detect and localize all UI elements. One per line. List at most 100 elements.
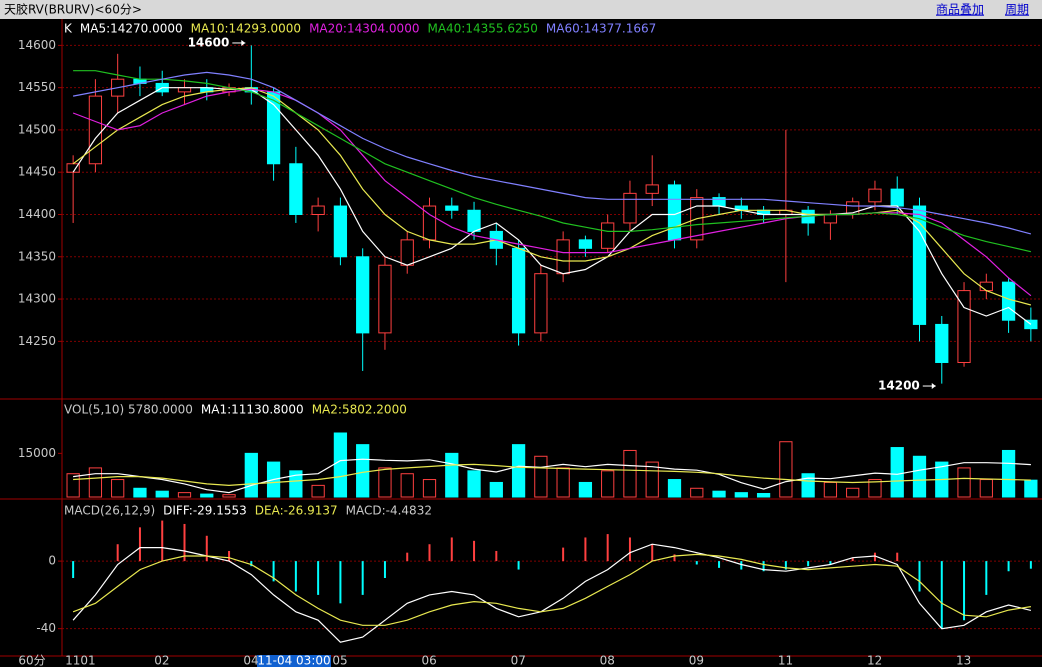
volume-bar: [667, 479, 682, 498]
candle-body: [890, 188, 904, 207]
candle-body: [623, 192, 637, 224]
extreme-label: 14200: [878, 379, 920, 393]
x-tick-label: 1101: [65, 654, 96, 667]
overlay-link[interactable]: 商品叠加: [936, 2, 984, 17]
volume-bar: [823, 481, 838, 498]
volume-bar: [601, 470, 615, 498]
volume-bar: [734, 492, 748, 498]
candle-body: [311, 205, 325, 215]
legend-entry: MACD:-4.4832: [346, 504, 432, 518]
x-tick-label: 04: [243, 654, 258, 667]
volume-bar: [1024, 479, 1038, 498]
volume-bar: [445, 452, 459, 498]
period-label: 60分: [18, 654, 45, 667]
volume-bar: [289, 470, 303, 498]
volume-bar: [756, 493, 771, 498]
volume-bar: [422, 479, 437, 498]
x-tick-label: 08: [600, 654, 615, 667]
legend-entry: VOL(5,10) 5780.0000: [64, 403, 193, 417]
volume-bar: [400, 473, 414, 498]
y-tick-label: 14500: [18, 122, 56, 136]
candle-body: [578, 239, 593, 249]
volume-bar: [467, 470, 481, 498]
candle-body: [534, 273, 548, 334]
period-link[interactable]: 周期: [1005, 3, 1029, 17]
volume-bar: [690, 487, 704, 498]
volume-bar: [356, 444, 370, 498]
extreme-label: 14600: [188, 35, 230, 49]
volume-bar: [333, 432, 348, 498]
legend-entry: MA10:14293.0000: [191, 22, 301, 36]
volume-bar: [133, 487, 147, 498]
y-tick-label: 14350: [18, 249, 56, 263]
volume-bar: [534, 455, 548, 498]
volume-bar: [200, 493, 214, 498]
x-tick-label: 05: [332, 654, 347, 667]
legend-entry: MA2:5802.2000: [312, 403, 407, 417]
volume-bar: [890, 447, 904, 498]
y-tick-label: 14400: [18, 207, 56, 221]
title: 天胶RV(BRURV)<60分>: [4, 2, 142, 17]
volume-bar: [511, 444, 526, 498]
candle-body: [88, 95, 103, 165]
volume-bar: [1001, 449, 1016, 498]
line-series: [72, 553, 1031, 626]
legend-entry: MA40:14355.6250: [427, 22, 537, 36]
legend-entry: K: [64, 22, 73, 36]
volume-bar: [912, 455, 927, 498]
y-tick-label: 14450: [18, 165, 56, 179]
y-tick-label: 14550: [18, 80, 56, 94]
volume-bar: [578, 481, 593, 498]
volume-bar: [801, 473, 815, 498]
candle-body: [823, 213, 838, 224]
legend-entry: MA1:11130.8000: [201, 403, 304, 417]
line-series: [72, 71, 1032, 235]
x-tick-label: 11: [778, 654, 793, 667]
line-series: [72, 543, 1032, 643]
volume-bar: [155, 490, 169, 498]
volume-bar: [846, 487, 860, 498]
volume-bar: [712, 490, 726, 498]
candle-body: [912, 205, 927, 325]
volume-bar: [556, 467, 570, 498]
cursor-box: [257, 655, 331, 667]
y-tick-label: 14600: [18, 38, 56, 52]
x-tick-label: 09: [689, 654, 704, 667]
x-tick-label: 06: [422, 654, 437, 667]
legend-entry: DEA:-26.9137: [255, 504, 338, 518]
title-bar: [0, 0, 1042, 19]
x-tick-label: 13: [956, 654, 971, 667]
x-tick-label: 07: [511, 654, 526, 667]
extreme-arrow-head: [931, 383, 936, 390]
candle-body: [601, 222, 615, 249]
candle-body: [1001, 281, 1016, 321]
volume-bar: [222, 494, 236, 498]
candle-body: [935, 323, 949, 363]
legend-entry: MACD(26,12,9): [64, 504, 155, 518]
volume-bar: [88, 467, 103, 498]
legend-entry: MA60:14377.1667: [546, 22, 656, 36]
volume-bar: [489, 481, 503, 498]
y-tick-label: 15000: [18, 446, 56, 460]
y-tick-label: 0: [48, 554, 56, 568]
candle-body: [445, 205, 459, 211]
legend-entry: MA5:14270.0000: [80, 22, 183, 36]
candle-body: [556, 239, 570, 275]
line-series: [73, 70, 1032, 253]
y-tick-label: 14250: [18, 334, 56, 348]
candle-body: [400, 239, 414, 266]
volume-bar: [244, 452, 258, 498]
candle-body: [868, 188, 882, 203]
y-tick-label: 14300: [18, 292, 56, 306]
volume-bar: [111, 479, 125, 498]
volume-bar: [868, 479, 882, 498]
legend-entry: DIFF:-29.1553: [163, 504, 247, 518]
volume-bar: [957, 467, 971, 498]
extreme-arrow-head: [241, 39, 246, 46]
y-tick-label: -40: [36, 621, 56, 635]
candle-body: [378, 264, 392, 334]
candle-body: [333, 205, 348, 258]
